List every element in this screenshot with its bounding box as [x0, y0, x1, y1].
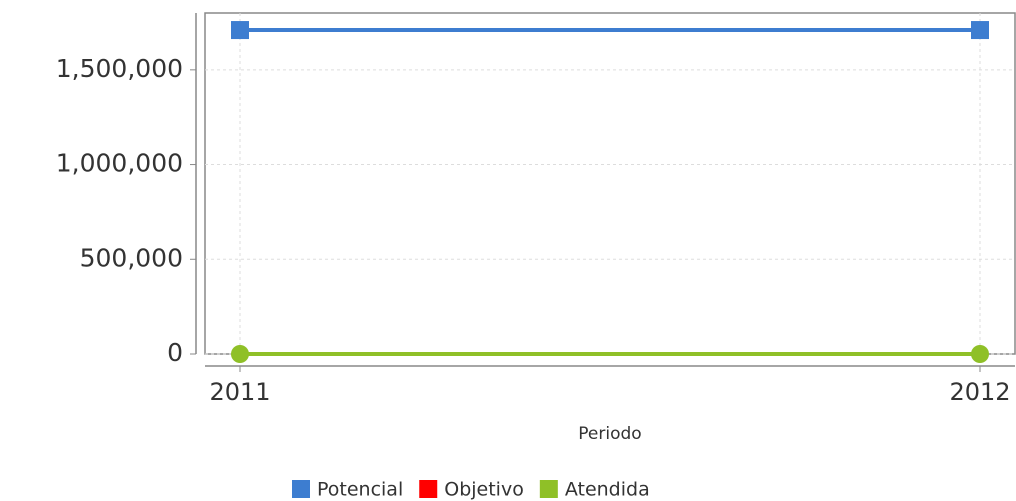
marker — [971, 21, 989, 40]
marker — [971, 345, 989, 363]
legend-swatch — [292, 480, 310, 498]
plot-area — [204, 12, 1016, 355]
x-axis-title: Periodo — [578, 424, 641, 444]
legend-swatch — [539, 480, 558, 498]
y-tick-label: 1,000,000 — [56, 149, 183, 178]
y-tick-label: 0 — [167, 338, 183, 367]
legend-label: Atendida — [565, 479, 650, 501]
x-tick-label: 2011 — [209, 378, 270, 406]
legend-swatch — [419, 480, 438, 498]
legend-label: Objetivo — [444, 479, 524, 501]
marker — [231, 21, 249, 40]
y-tick-label: 1,500,000 — [56, 54, 183, 83]
marker — [231, 345, 249, 363]
y-tick-label: 500,000 — [80, 243, 183, 272]
x-tick-label: 2012 — [949, 378, 1010, 406]
legend-label: Potencial — [317, 479, 403, 501]
